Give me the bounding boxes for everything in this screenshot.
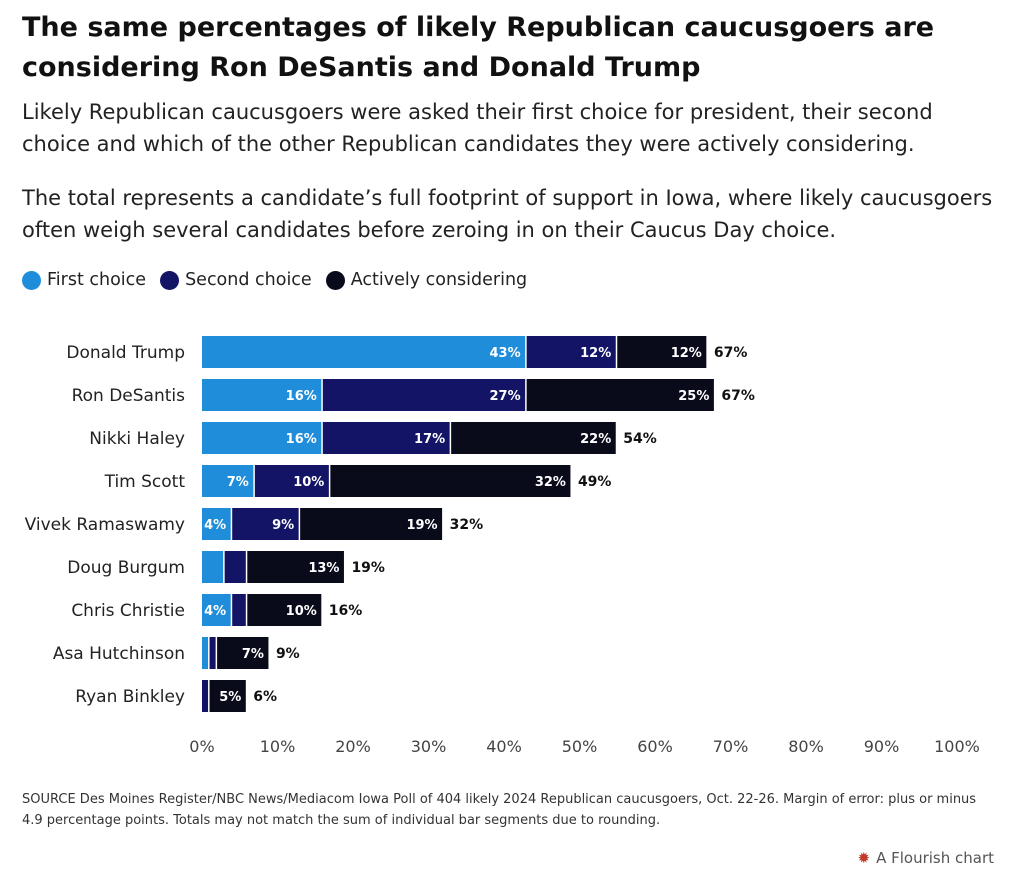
data-label-donald-trump-actively-considering: 12%: [671, 346, 702, 361]
bar-asa-hutchinson-second-choice: [209, 637, 216, 669]
bar-doug-burgum-second-choice: [224, 551, 246, 583]
total-label-tim-scott: 49%: [578, 474, 612, 490]
subtitle-paragraph-2: The total represents a candidate’s full …: [22, 186, 993, 242]
flourish-credit[interactable]: ✹ A Flourish chart: [857, 849, 994, 867]
x-tick-label-60: 60%: [637, 737, 673, 756]
source-note: SOURCE Des Moines Register/NBC News/Medi…: [22, 792, 977, 828]
data-label-nikki-haley-first-choice: 16%: [286, 432, 317, 447]
legend-swatch-actively-considering: [325, 270, 345, 290]
category-label-ryan-binkley: Ryan Binkley: [75, 687, 185, 707]
legend-item-first-choice[interactable]: First choice: [22, 270, 146, 290]
legend-item-actively-considering[interactable]: Actively considering: [325, 270, 528, 290]
bar-donald-trump-second-choice: [526, 336, 616, 368]
data-label-nikki-haley-actively-considering: 22%: [580, 432, 611, 447]
x-tick-label-30: 30%: [411, 737, 447, 756]
data-label-tim-scott-actively-considering: 32%: [535, 475, 566, 490]
x-tick-label-50: 50%: [562, 737, 598, 756]
flourish-logo-icon: ✹: [857, 849, 871, 867]
data-label-ron-desantis-actively-considering: 25%: [678, 389, 709, 404]
category-label-asa-hutchinson: Asa Hutchinson: [53, 644, 185, 664]
bar-nikki-haley-actively-considering: [451, 422, 616, 454]
x-tick-label-10: 10%: [260, 737, 296, 756]
data-label-ryan-binkley-actively-considering: 5%: [219, 690, 241, 705]
bar-doug-burgum-first-choice: [202, 551, 224, 583]
legend-swatch-first-choice: [22, 270, 41, 290]
bar-tim-scott-actively-considering: [330, 465, 571, 497]
total-label-asa-hutchinson: 9%: [276, 646, 300, 662]
legend-swatch-second-choice: [160, 270, 180, 290]
x-tick-label-20: 20%: [335, 737, 371, 756]
legend-item-second-choice[interactable]: Second choice: [160, 270, 312, 290]
bar-nikki-haley-second-choice: [322, 422, 450, 454]
data-label-vivek-ramaswamy-actively-considering: 19%: [406, 518, 437, 533]
chart-subtitle: Likely Republican caucusgoers were asked…: [22, 96, 1002, 268]
data-label-donald-trump-first-choice: 43%: [490, 346, 521, 361]
category-label-nikki-haley: Nikki Haley: [89, 429, 185, 449]
bar-donald-trump-first-choice: [202, 336, 526, 368]
data-label-vivek-ramaswamy-first-choice: 4%: [204, 518, 226, 533]
x-tick-label-40: 40%: [486, 737, 522, 756]
category-label-chris-christie: Chris Christie: [71, 601, 185, 621]
x-tick-label-90: 90%: [864, 737, 900, 756]
bar-chris-christie-actively-considering: [247, 594, 322, 626]
bar-asa-hutchinson-actively-considering: [217, 637, 269, 669]
data-label-vivek-ramaswamy-second-choice: 9%: [272, 518, 294, 533]
bar-asa-hutchinson-first-choice: [202, 637, 209, 669]
legend-label-actively-considering: Actively considering: [350, 270, 528, 290]
bar-ryan-binkley-second-choice: [202, 680, 209, 712]
data-label-chris-christie-actively-considering: 10%: [286, 604, 317, 619]
total-label-ryan-binkley: 6%: [253, 689, 277, 705]
stacked-bar-chart: Donald Trump 43% 12% 12% 67% Ron DeSantis 16% 2…: [25, 336, 980, 756]
chart-title: The same percentages of likely Republica…: [22, 12, 935, 83]
bar-ron-desantis-second-choice: [322, 379, 526, 411]
data-label-doug-burgum-actively-considering: 13%: [308, 561, 339, 576]
total-label-vivek-ramaswamy: 32%: [450, 517, 484, 533]
data-label-ron-desantis-second-choice: 27%: [490, 389, 521, 404]
data-label-tim-scott-first-choice: 7%: [227, 475, 249, 490]
bar-chris-christie-first-choice: [202, 594, 231, 626]
data-label-donald-trump-second-choice: 12%: [580, 346, 611, 361]
data-label-nikki-haley-second-choice: 17%: [414, 432, 445, 447]
bar-ron-desantis-first-choice: [202, 379, 322, 411]
credit-label: A Flourish chart: [876, 849, 994, 867]
total-label-ron-desantis: 67%: [721, 388, 755, 404]
bar-vivek-ramaswamy-second-choice: [232, 508, 299, 540]
legend: First choice Second choice Actively cons…: [22, 270, 541, 290]
bar-nikki-haley-first-choice: [202, 422, 322, 454]
category-label-tim-scott: Tim Scott: [104, 472, 186, 492]
bar-vivek-ramaswamy-first-choice: [202, 508, 231, 540]
bar-tim-scott-second-choice: [254, 465, 329, 497]
x-tick-label-70: 70%: [713, 737, 749, 756]
total-label-doug-burgum: 19%: [351, 560, 385, 576]
total-label-donald-trump: 67%: [714, 345, 748, 361]
category-label-doug-burgum: Doug Burgum: [67, 558, 185, 578]
category-label-donald-trump: Donald Trump: [66, 343, 185, 363]
x-tick-label-0: 0%: [189, 737, 214, 756]
bar-doug-burgum-actively-considering: [247, 551, 344, 583]
x-tick-label-100: 100%: [934, 737, 980, 756]
legend-label-second-choice: Second choice: [185, 270, 312, 290]
total-label-chris-christie: 16%: [329, 603, 363, 619]
category-label-ron-desantis: Ron DeSantis: [72, 386, 186, 406]
data-label-chris-christie-first-choice: 4%: [204, 604, 226, 619]
subtitle-paragraph-1: Likely Republican caucusgoers were asked…: [22, 100, 933, 156]
legend-label-first-choice: First choice: [47, 270, 147, 290]
bar-ron-desantis-actively-considering: [526, 379, 714, 411]
bar-donald-trump-actively-considering: [617, 336, 707, 368]
data-label-ron-desantis-first-choice: 16%: [286, 389, 317, 404]
bar-chris-christie-second-choice: [232, 594, 246, 626]
category-label-vivek-ramaswamy: Vivek Ramaswamy: [25, 515, 185, 535]
total-label-nikki-haley: 54%: [623, 431, 657, 447]
data-label-asa-hutchinson-actively-considering: 7%: [242, 647, 264, 662]
bar-tim-scott-first-choice: [202, 465, 254, 497]
x-tick-label-80: 80%: [788, 737, 824, 756]
data-label-tim-scott-second-choice: 10%: [293, 475, 324, 490]
bar-ryan-binkley-actively-considering: [209, 680, 246, 712]
bar-vivek-ramaswamy-actively-considering: [300, 508, 443, 540]
